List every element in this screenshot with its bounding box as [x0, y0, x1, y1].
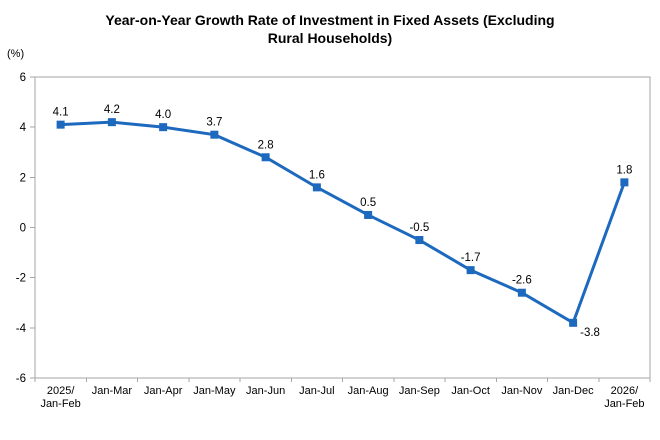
x-axis-tick-label: Jan-Sep: [399, 385, 440, 397]
x-axis-tick-label: 2025/: [47, 385, 75, 397]
y-axis-tick-label: -4: [16, 323, 27, 335]
y-axis-tick-label: 2: [20, 172, 26, 184]
x-axis-tick-label: Jan-Nov: [501, 385, 542, 397]
data-point-label: 4.1: [53, 107, 69, 119]
x-axis-tick-label: Jan-Feb: [40, 398, 80, 410]
data-point-marker: [107, 118, 116, 127]
data-point-label: -0.5: [409, 222, 429, 234]
data-point-label: -2.6: [512, 275, 532, 287]
y-axis-tick-label: -2: [16, 273, 26, 285]
chart-title: Year-on-Year Growth Rate of Investment i…: [0, 11, 660, 47]
data-point-marker: [620, 178, 629, 187]
y-axis-tick-label: 4: [20, 122, 27, 134]
data-point-label: 1.6: [309, 169, 325, 181]
x-axis-tick-label: Jan-May: [193, 385, 236, 397]
x-axis-tick-label: Jan-Oct: [451, 385, 490, 397]
y-axis-tick-label: 0: [20, 223, 26, 235]
chart-title-line2: Rural Households): [267, 30, 393, 46]
data-point-label: 3.7: [206, 117, 222, 129]
x-axis-tick-label: Jan-Dec: [553, 385, 594, 397]
x-axis-tick-label: Jan-Mar: [92, 385, 133, 397]
x-axis-tick-label: Jan-Feb: [604, 398, 644, 410]
data-point-marker: [312, 183, 321, 192]
chart-title-line1: Year-on-Year Growth Rate of Investment i…: [105, 12, 555, 28]
data-point-marker: [517, 288, 526, 297]
data-point-marker: [466, 266, 475, 275]
data-point-marker: [56, 120, 65, 129]
data-point-marker: [210, 130, 219, 139]
data-point-label: 4.0: [155, 109, 171, 121]
x-axis-tick-label: 2026/: [611, 385, 639, 397]
data-point-label: 4.2: [104, 104, 120, 116]
data-point-marker: [159, 123, 168, 132]
y-axis-unit-label: (%): [7, 48, 25, 60]
data-point-marker: [415, 236, 424, 245]
x-axis-tick-label: Jan-Jun: [246, 385, 285, 397]
data-line: [60, 120, 626, 326]
data-point-label: 2.8: [258, 139, 274, 151]
x-axis-tick-label: Jan-Aug: [348, 385, 389, 397]
x-axis-tick-label: Jan-Apr: [144, 385, 183, 397]
data-point-label: -1.7: [461, 252, 481, 264]
data-point-label: 1.8: [616, 164, 632, 176]
data-point-label: -3.8: [580, 327, 600, 339]
data-point-marker: [364, 210, 373, 219]
x-axis-tick-label: Jan-Jul: [299, 385, 334, 397]
y-axis-tick-label: -6: [16, 373, 26, 385]
data-point-marker: [261, 153, 270, 162]
data-point-label: 0.5: [360, 197, 376, 209]
data-point-marker: [569, 318, 578, 327]
y-axis-tick-label: 6: [20, 72, 26, 84]
